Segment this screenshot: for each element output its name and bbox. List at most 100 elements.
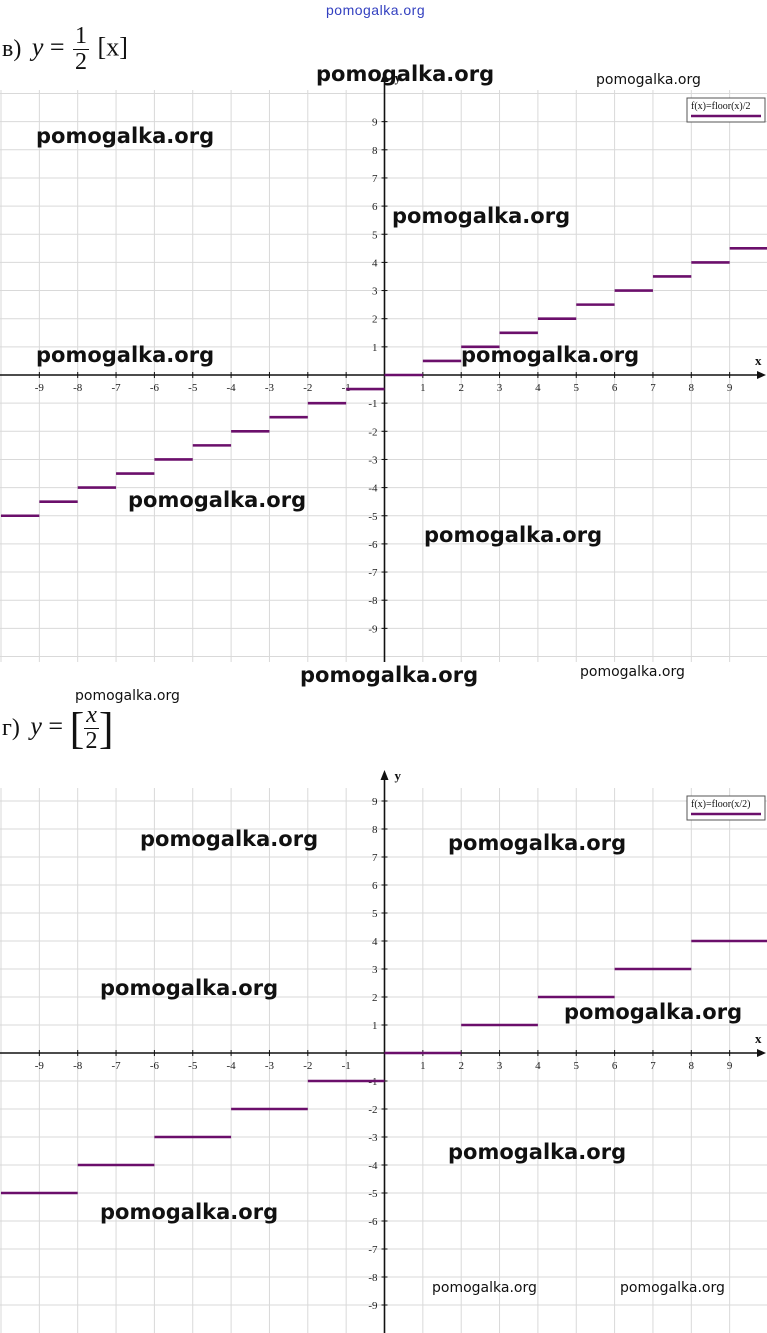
y-tick-label: 3 (372, 286, 378, 298)
x-tick-label: 2 (458, 1060, 464, 1072)
y-tick-label: 7 (372, 173, 378, 185)
heading-g-label: г) (2, 714, 20, 741)
watermark: pomogalka.org (392, 204, 571, 228)
y-tick-label: 8 (372, 824, 378, 836)
y-tick-label: 5 (372, 229, 378, 241)
x-tick-label: -8 (73, 382, 83, 394)
y-tick-label: 9 (372, 796, 378, 808)
watermark: pomogalka.org (564, 1000, 743, 1024)
watermark: pomogalka.org (448, 1140, 627, 1164)
watermark: pomogalka.org (140, 827, 319, 851)
heading-v: в) y = 1 2 [x] (2, 23, 128, 76)
x-tick-label: 3 (497, 382, 503, 394)
x-axis-label: x (755, 1031, 762, 1046)
watermark: pomogalka.org (128, 488, 307, 512)
chart-floor-half-x: x y -9 -8 -7 -6 -5 -4 -3 -2 -1 1 2 3 4 5 6 7 8 9 -9 -8 -7 -6 -5 -… (0, 768, 767, 1333)
grid (0, 90, 767, 662)
heading-v-floor-x: [x] (97, 32, 128, 62)
y-tick-label: -6 (368, 539, 378, 551)
x-tick-label: -2 (303, 1060, 312, 1072)
heading-g-fraction: x 2 (84, 702, 99, 754)
chart-floor-x-over-2: x y -9 -8 -7 -6 -5 -4 -3 -2 -1 1 2 3 4 5 6 7 8 9 -9 -8 -7 -6 -5 -… (0, 70, 767, 662)
legend-label: f(x)=floor(x/2) (691, 799, 751, 810)
x-tick-label: -7 (111, 382, 121, 394)
y-tick-label: 6 (372, 201, 378, 213)
x-tick-label: -5 (188, 382, 198, 394)
x-tick-label: 5 (574, 1060, 580, 1072)
x-tick-label: -3 (265, 1060, 275, 1072)
y-tick-label: -2 (368, 426, 377, 438)
x-tick-label: -8 (73, 1060, 83, 1072)
x-tick-label: 6 (612, 382, 618, 394)
watermark: pomogalka.org (432, 1280, 537, 1296)
legend-box (686, 97, 766, 123)
y-tick-label: -7 (368, 567, 378, 579)
y-tick-label: 7 (372, 852, 378, 864)
y-tick-label: -3 (368, 454, 378, 466)
watermark: pomogalka.org (36, 124, 215, 148)
heading-v-denominator: 2 (75, 49, 88, 76)
watermark: pomogalka.org (620, 1280, 725, 1296)
heading-g-numerator: x (84, 702, 99, 730)
watermark: pomogalka.org (100, 976, 279, 1000)
x-tick-label: -2 (303, 382, 312, 394)
x-tick-label: 4 (535, 382, 541, 394)
heading-g-bracket-right: ] (98, 704, 114, 754)
x-tick-label: 7 (650, 382, 656, 394)
y-axis-arrow (380, 770, 389, 780)
y-axis-label: y (395, 70, 402, 85)
y-tick-label: -3 (368, 1132, 378, 1144)
watermark: pomogalka.org (424, 523, 603, 547)
x-tick-label: -4 (227, 382, 237, 394)
x-tick-label: -7 (111, 1060, 121, 1072)
watermark: pomogalka.org (596, 72, 701, 88)
watermark: pomogalka.org (300, 663, 479, 687)
y-tick-label: 2 (372, 992, 378, 1004)
grid (0, 788, 767, 1333)
watermark: pomogalka.org (75, 688, 180, 704)
legend-label: f(x)=floor(x)/2 (691, 101, 751, 112)
y-tick-label: -9 (368, 1300, 378, 1312)
y-axis-arrow (380, 72, 389, 82)
heading-v-label: в) (2, 35, 22, 62)
y-tick-label: -4 (368, 483, 378, 495)
x-tick-label: -6 (150, 382, 160, 394)
watermark: pomogalka.org (36, 343, 215, 367)
series-steps (1, 939, 767, 1195)
x-tick-label: 1 (420, 382, 426, 394)
x-axis-arrow (757, 1049, 766, 1057)
x-tick-label: -6 (150, 1060, 160, 1072)
y-tick-label: 1 (372, 1020, 378, 1032)
x-tick-label: 6 (612, 1060, 618, 1072)
y-tick-label: 2 (372, 314, 378, 326)
x-tick-label: 4 (535, 1060, 541, 1072)
watermark: pomogalka.org (461, 343, 640, 367)
y-tick-label: 4 (372, 257, 378, 269)
y-tick-label: -7 (368, 1244, 378, 1256)
series-steps (1, 247, 767, 518)
legend-box (686, 795, 766, 821)
y-tick-label: 8 (372, 145, 378, 157)
x-tick-label: 9 (727, 382, 733, 394)
x-tick-label: -3 (265, 382, 275, 394)
heading-v-equals: = (49, 32, 65, 62)
y-tick-label: 1 (372, 342, 378, 354)
y-tick-label: -8 (368, 1272, 378, 1284)
x-tick-label: 1 (420, 1060, 426, 1072)
heading-v-var: y (31, 32, 44, 62)
y-tick-label: 5 (372, 908, 378, 920)
y-tick-label: 4 (372, 936, 378, 948)
x-tick-label: 8 (689, 1060, 695, 1072)
watermark: pomogalka.org (100, 1200, 279, 1224)
x-tick-label: 8 (689, 382, 695, 394)
x-tick-label: -9 (35, 1060, 45, 1072)
x-tick-label: -5 (188, 1060, 198, 1072)
y-tick-label: -6 (368, 1216, 378, 1228)
y-axis-label: y (395, 768, 402, 783)
heading-g-equals: = (48, 711, 64, 741)
x-tick-label: 7 (650, 1060, 656, 1072)
y-tick-label: -5 (368, 511, 378, 523)
heading-v-numerator: 1 (73, 23, 90, 51)
y-tick-label: -4 (368, 1160, 378, 1172)
y-tick-label: 9 (372, 117, 378, 129)
